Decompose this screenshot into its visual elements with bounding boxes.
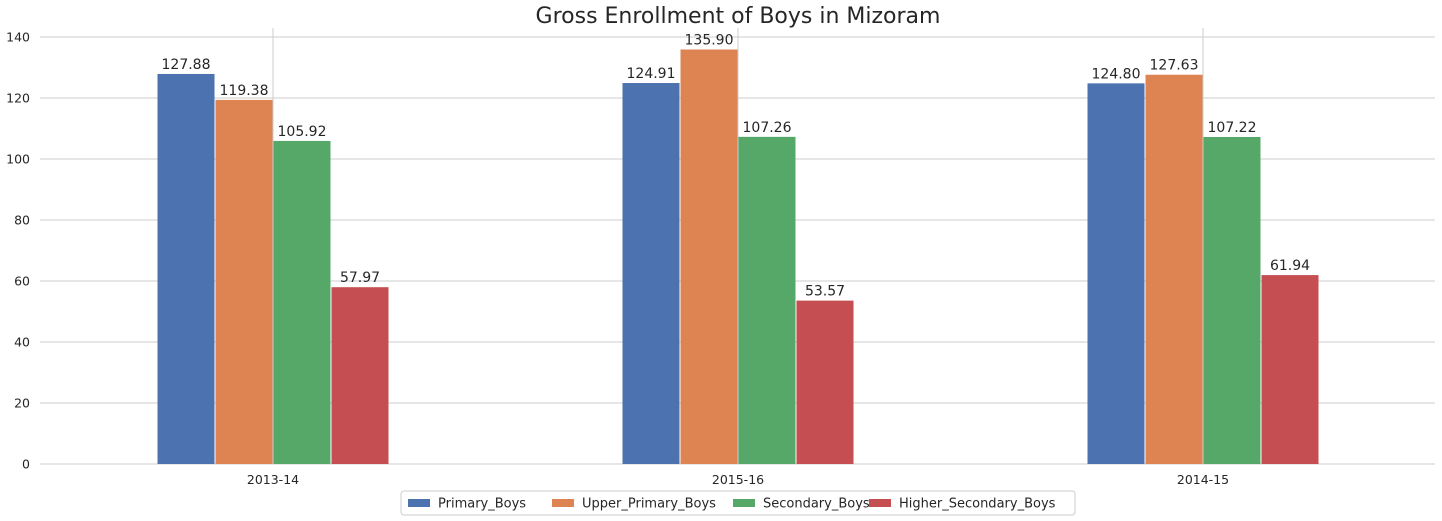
data-label: 107.22 [1208,120,1257,136]
data-label: 124.91 [627,66,676,82]
x-axis-ticks: 2013-14 2015-16 2014-15 [247,472,1229,487]
y-tick-label: 0 [22,457,30,472]
legend-label: Upper_Primary_Boys [582,497,716,512]
data-label: 127.88 [162,57,211,73]
legend-swatch [869,499,891,507]
data-label: 124.80 [1092,66,1141,82]
data-labels: 127.88 124.91 124.80 119.38 135.90 127.63 105.… [162,33,1311,300]
y-tick-label: 40 [14,335,30,350]
legend-swatch [733,499,755,507]
y-tick-label: 140 [6,30,30,45]
chart-title: Gross Enrollment of Boys in Mizoram [536,4,941,29]
bar [796,300,854,464]
x-tick-label: 2015-16 [712,472,764,487]
bars [157,49,1319,465]
data-label: 61.94 [1270,258,1310,274]
legend-label: Primary_Boys [438,497,526,512]
y-tick-label: 80 [14,213,30,228]
y-tick-label: 20 [14,396,30,411]
data-label: 127.63 [1150,58,1199,74]
x-tick-label: 2013-14 [247,472,299,487]
y-tick-label: 100 [6,152,30,167]
bar [331,287,389,464]
bar [1087,83,1145,465]
bar [738,136,796,464]
data-label: 107.26 [743,120,792,136]
legend-label: Secondary_Boys [763,497,870,512]
data-label: 105.92 [278,124,327,140]
bar [1145,74,1203,464]
bar [622,83,680,464]
legend-label: Higher_Secondary_Boys [899,497,1056,512]
data-label: 135.90 [685,33,734,49]
legend: Primary_Boys Upper_Primary_Boys Secondary_… [400,490,1076,516]
data-label: 53.57 [805,284,845,300]
bar [215,99,273,465]
legend-swatch [552,499,574,507]
x-tick-label: 2014-15 [1177,472,1229,487]
y-tick-label: 120 [6,91,30,106]
bar [1203,136,1261,464]
bar [157,73,215,464]
y-tick-label: 60 [14,274,30,289]
data-label: 57.97 [340,270,380,286]
y-axis-ticks: 0 20 40 60 80 100 120 140 [6,30,30,472]
data-label: 119.38 [220,83,269,99]
legend-swatch [408,499,430,507]
bar [680,49,738,464]
bar [1261,275,1319,464]
bar [273,140,331,464]
